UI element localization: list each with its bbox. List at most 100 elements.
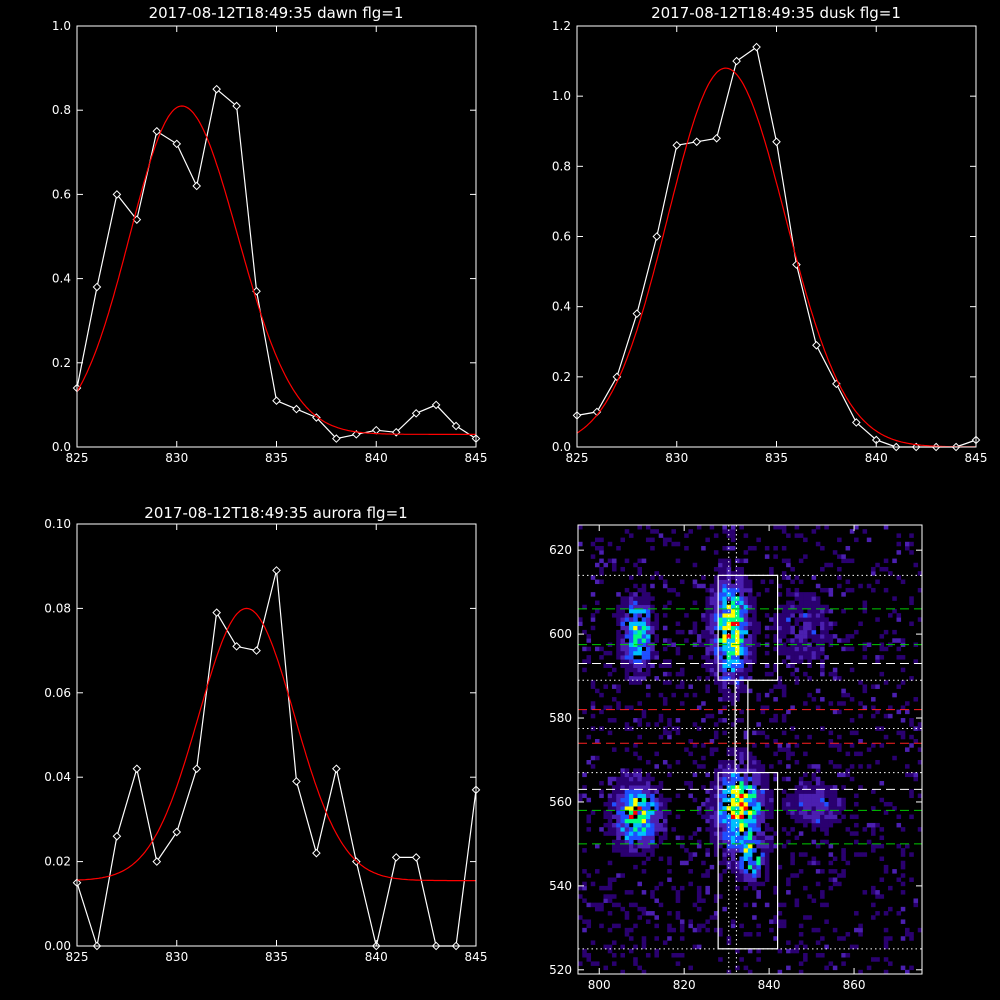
- panel-3-cell: [633, 751, 638, 757]
- panel-3-cell: [730, 604, 736, 610]
- panel-0-ytick-label: 0.0: [52, 440, 71, 454]
- panel-3-cell: [620, 625, 626, 631]
- panel-3-cell: [730, 722, 736, 727]
- panel-3-cell: [798, 629, 804, 635]
- panel-3-cell: [650, 646, 655, 652]
- panel-3-cell: [616, 592, 621, 597]
- panel-3-cell: [739, 864, 744, 870]
- panel-3-cell: [900, 667, 906, 673]
- panel-3-cell: [637, 965, 643, 971]
- panel-3-cell: [658, 827, 664, 832]
- panel-3-cell: [641, 634, 647, 639]
- panel-3-cell: [718, 575, 723, 580]
- panel-3-cell: [620, 953, 626, 958]
- panel-3-cell: [743, 852, 749, 857]
- panel-3-cell: [811, 650, 817, 656]
- panel-3-cell: [628, 776, 634, 782]
- panel-3-cell: [764, 789, 770, 794]
- panel-3-cell: [803, 701, 808, 706]
- panel-3-cell: [620, 659, 626, 664]
- panel-3-cell: [718, 571, 723, 576]
- panel-3-cell: [837, 818, 842, 824]
- panel-3-cell: [675, 671, 681, 677]
- panel-3-cell: [760, 835, 766, 841]
- panel-3-cell: [624, 671, 630, 677]
- panel-3-cell: [790, 646, 795, 652]
- panel-3-cell: [743, 642, 749, 647]
- panel-3-cell: [616, 638, 621, 643]
- panel-3-cell: [611, 961, 617, 966]
- panel-3-cell: [637, 780, 643, 786]
- panel-3-cell: [828, 562, 834, 568]
- panel-3-cell: [603, 810, 609, 815]
- panel-3-cell: [641, 860, 647, 866]
- panel-3-cell: [879, 566, 885, 572]
- panel-3-cell: [620, 613, 626, 618]
- panel-3-cell: [599, 579, 604, 585]
- panel-3-cell: [624, 655, 630, 660]
- panel-3-cell: [803, 625, 808, 631]
- panel-3-cell: [807, 676, 812, 681]
- panel-3-cell: [743, 533, 749, 538]
- panel-3-cell: [611, 789, 617, 794]
- panel-0-data-point: [212, 84, 221, 94]
- panel-3-cell: [594, 579, 600, 585]
- panel-3-cell: [641, 558, 647, 564]
- panel-3-cell: [786, 801, 791, 807]
- panel-3-cell: [628, 646, 634, 652]
- panel-0-ytick-label: 0.2: [52, 356, 71, 370]
- panel-3-cell: [798, 613, 804, 618]
- panel-3-cell: [726, 575, 732, 580]
- panel-3-cell: [688, 629, 693, 635]
- panel-3-cell: [739, 860, 744, 866]
- panel-3-cell: [764, 634, 770, 639]
- panel-3-cell: [820, 894, 825, 899]
- panel-3-cell: [743, 822, 749, 828]
- panel-3-cell: [616, 923, 621, 929]
- panel-3-cell: [764, 869, 770, 874]
- panel-3-cell: [769, 839, 774, 845]
- panel-3-cell: [798, 789, 804, 794]
- panel-3-cell: [756, 890, 761, 895]
- panel-3-cell: [722, 592, 727, 597]
- panel-3-cell: [756, 759, 761, 765]
- panel-3-cell: [616, 776, 621, 782]
- panel-3-cell: [726, 839, 732, 845]
- panel-3-cell: [637, 831, 643, 836]
- panel-3-cell: [837, 638, 842, 643]
- panel-3-cell: [696, 894, 702, 899]
- panel-3-cell: [722, 525, 727, 530]
- panel-3-cell: [811, 801, 817, 807]
- panel-3-cell: [696, 898, 702, 903]
- panel-3-cell: [811, 772, 817, 778]
- panel-3-cell: [624, 927, 630, 933]
- panel-3-cell: [896, 617, 902, 622]
- panel-3-cell: [769, 806, 774, 811]
- panel-3-cell: [633, 902, 638, 908]
- panel-2-data-point: [152, 857, 162, 866]
- panel-3-cell: [781, 571, 787, 576]
- panel-3-cell: [730, 864, 736, 870]
- panel-3-cell: [705, 621, 710, 627]
- panel-3-cell: [730, 852, 736, 857]
- panel-1-xtick-label: 830: [665, 451, 688, 465]
- panel-2-xtick-label: 840: [365, 950, 388, 964]
- panel-3-cell: [582, 646, 587, 652]
- panel-3-cell: [735, 558, 740, 564]
- panel-3-cell: [896, 533, 902, 538]
- panel-3-cell: [913, 772, 919, 778]
- panel-3-cell: [650, 583, 655, 589]
- panel-3-cell: [726, 638, 732, 643]
- panel-3-cell: [637, 835, 643, 841]
- panel-3-cell: [905, 701, 910, 706]
- panel-3-cell: [654, 898, 659, 903]
- panel-0-data-point: [92, 282, 102, 292]
- panel-3-cell: [777, 525, 783, 530]
- panel-3-cell: [862, 608, 868, 614]
- panel-3-cell: [645, 772, 651, 778]
- panel-3-cell: [841, 852, 846, 857]
- panel-3-cell: [811, 638, 817, 643]
- panel-3-cell: [883, 646, 889, 652]
